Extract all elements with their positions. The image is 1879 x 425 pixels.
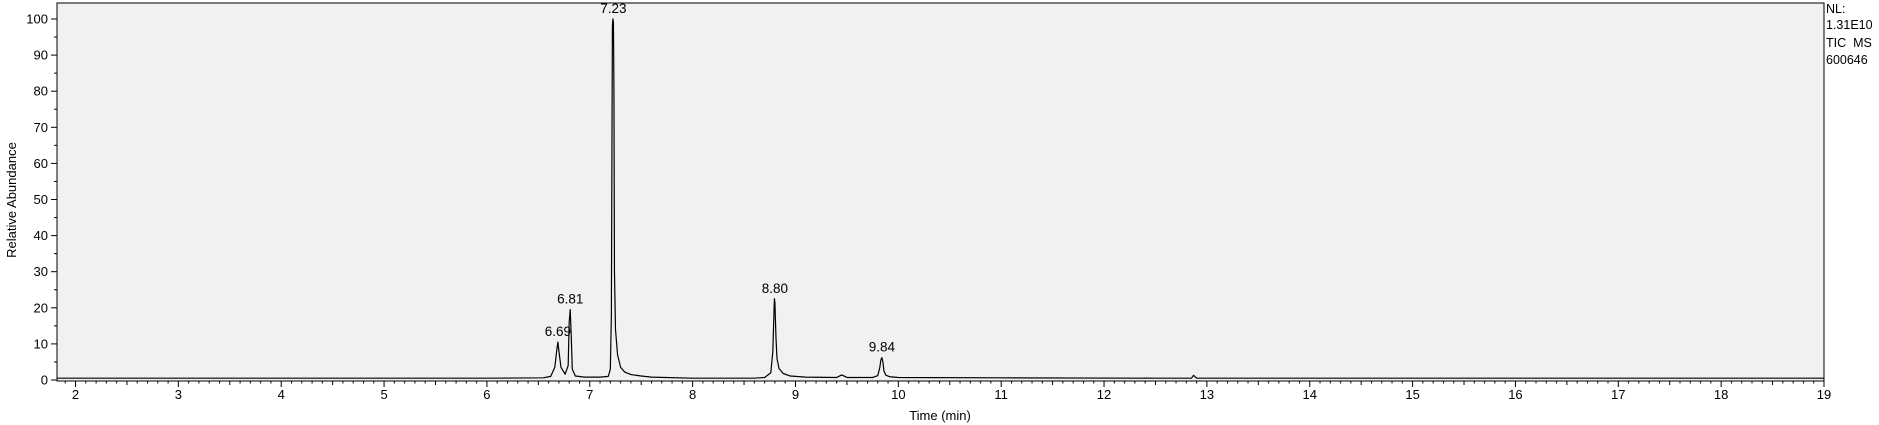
- y-tick-label: 70: [34, 120, 48, 135]
- peak-label: 6.69: [545, 324, 571, 339]
- x-tick-label: 19: [1817, 387, 1831, 402]
- trace-type: TIC MS: [1826, 36, 1872, 50]
- plot-background: [56, 2, 1825, 382]
- x-tick-label: 6: [483, 387, 490, 402]
- peak-label: 6.81: [557, 292, 583, 307]
- y-tick-label: 40: [34, 228, 48, 243]
- peak-labels: 6.69 6.81 7.23 8.80 9.84: [545, 1, 896, 355]
- x-tick-label: 12: [1097, 387, 1111, 402]
- x-tick-label: 18: [1714, 387, 1728, 402]
- y-tick-label: 100: [26, 12, 48, 27]
- y-tick-label: 20: [34, 300, 48, 315]
- y-tick-label: 80: [34, 84, 48, 99]
- x-tick-label: 3: [175, 387, 182, 402]
- x-tick-label: 14: [1303, 387, 1317, 402]
- x-tick-label: 11: [994, 387, 1008, 402]
- x-tick-label: 13: [1200, 387, 1214, 402]
- x-tick-label: 2: [72, 387, 79, 402]
- x-tick-label: 16: [1508, 387, 1522, 402]
- x-axis-title: Time (min): [909, 408, 971, 423]
- y-tick-label: 10: [34, 336, 48, 351]
- y-tick-label: 50: [34, 192, 48, 207]
- tic-trace-line: [57, 18, 1824, 379]
- peak-label: 9.84: [869, 340, 896, 355]
- x-tick-label: 7: [586, 387, 593, 402]
- y-tick-label: 60: [34, 156, 48, 171]
- nl-label: NL:: [1826, 2, 1845, 16]
- y-tick-label: 90: [34, 48, 48, 63]
- y-axis: 0 10 20 30 40 50 60 70 80 90 100: [26, 12, 57, 388]
- x-tick-label: 4: [278, 387, 285, 402]
- y-tick-label: 30: [34, 264, 48, 279]
- x-tick-label: 5: [380, 387, 387, 402]
- peak-label: 8.80: [762, 281, 788, 296]
- x-tick-label: 10: [891, 387, 905, 402]
- x-tick-label: 15: [1405, 387, 1419, 402]
- x-tick-label: 17: [1611, 387, 1625, 402]
- x-tick-label: 9: [792, 387, 799, 402]
- nl-value: 1.31E10: [1826, 18, 1873, 32]
- info-block: NL: 1.31E10 TIC MS 600646: [1826, 2, 1873, 67]
- y-tick-label: 0: [41, 373, 48, 388]
- y-axis-title: Relative Abundance: [4, 142, 19, 258]
- sample-id: 600646: [1826, 53, 1868, 67]
- x-tick-label: 8: [689, 387, 696, 402]
- peak-label: 7.23: [600, 1, 626, 16]
- x-axis: 2 3 4 5 6 7 8 9 10 11 12 13 14 15 16 17 18 19: [64, 381, 1831, 402]
